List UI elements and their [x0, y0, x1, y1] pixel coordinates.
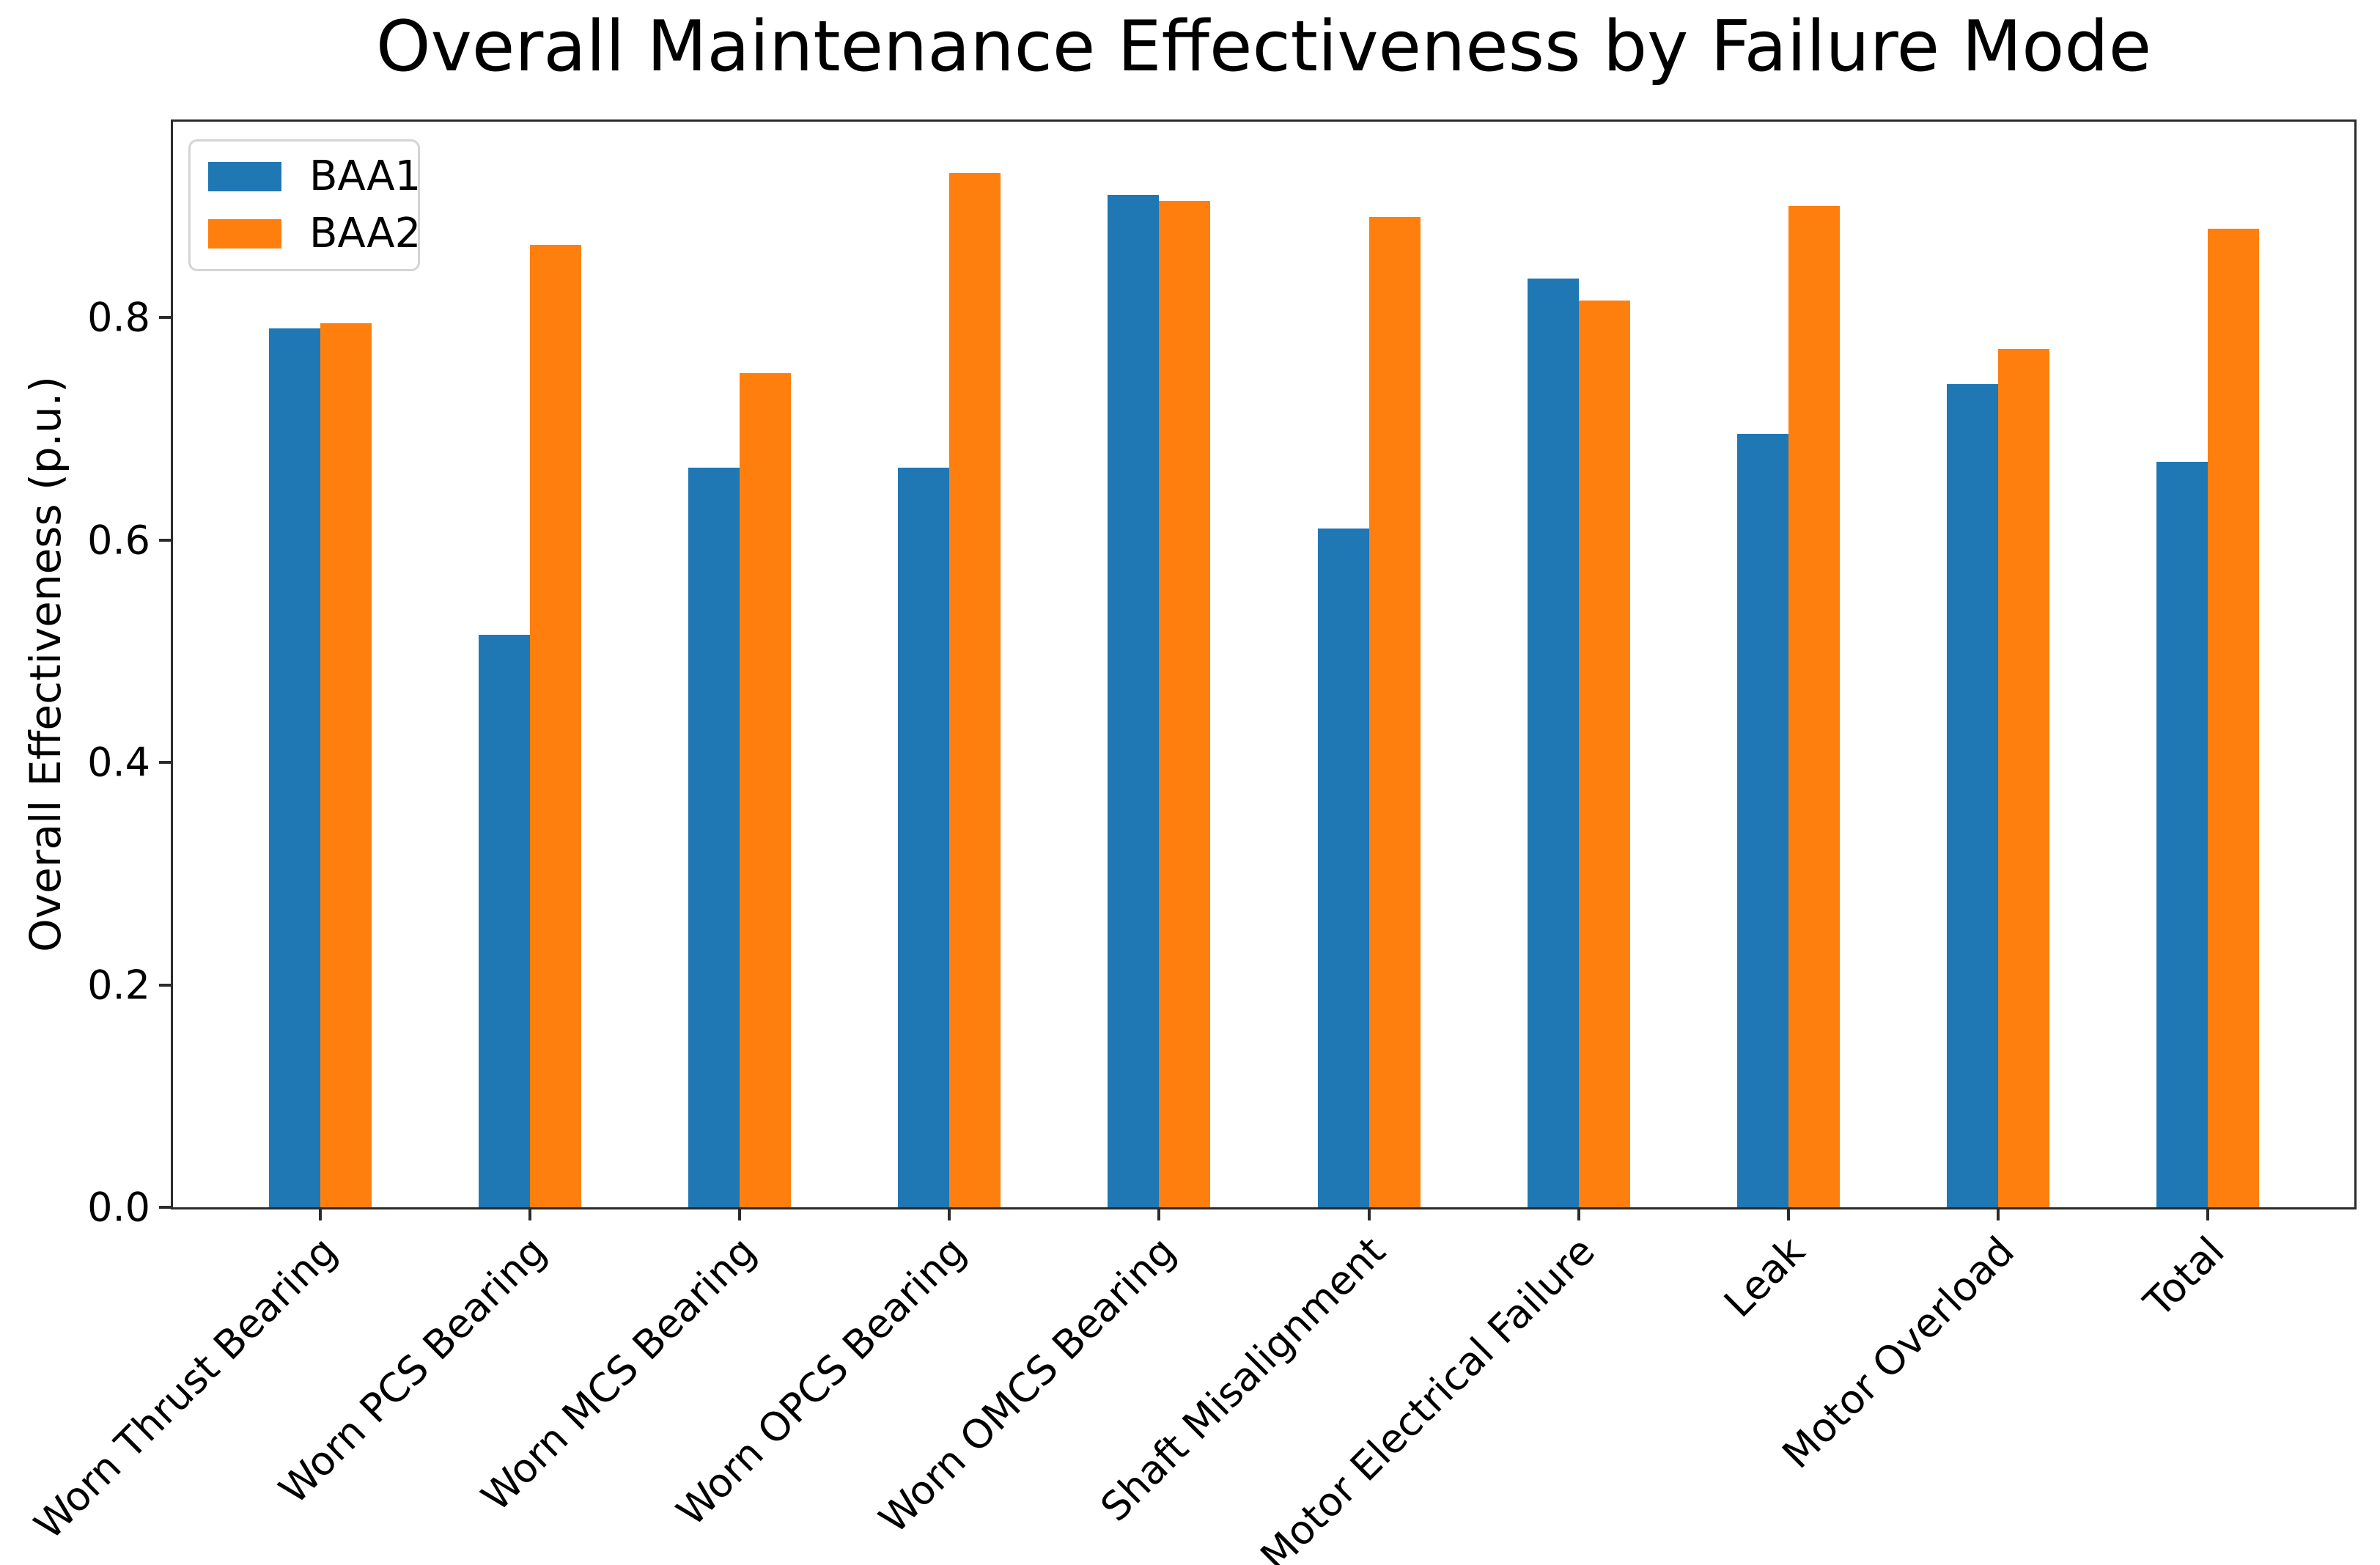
y-tick-label: 0.4 — [87, 739, 150, 786]
y-tick-label: 0.6 — [87, 517, 150, 564]
x-tick-mark — [1577, 1207, 1580, 1220]
legend-label-baa1: BAA1 — [309, 152, 421, 200]
x-tick-mark — [1157, 1207, 1161, 1220]
bar-baa1-worn-pcs-bearing — [479, 635, 531, 1207]
x-tick-label: Leak — [1715, 1228, 1814, 1327]
y-tick-mark — [159, 983, 171, 987]
y-tick-label: 0.2 — [87, 962, 150, 1009]
x-tick-mark — [1786, 1207, 1790, 1220]
y-tick-label: 0.8 — [87, 294, 150, 341]
bar-baa1-worn-omcs-bearing — [1108, 195, 1160, 1207]
y-axis-label: Overall Effectiveness (p.u.) — [21, 376, 70, 952]
bar-baa2-worn-opcs-bearing — [949, 173, 1001, 1207]
legend-label-baa2: BAA2 — [309, 210, 421, 257]
bar-baa2-motor-overload — [1997, 349, 2049, 1207]
x-tick-mark — [948, 1207, 951, 1220]
y-tick-mark — [159, 761, 171, 765]
x-tick-mark — [1996, 1207, 2000, 1220]
bar-baa2-worn-mcs-bearing — [740, 373, 792, 1207]
legend-swatch-baa1 — [208, 162, 281, 191]
bar-baa1-leak — [1736, 434, 1788, 1207]
bar-baa1-worn-thrust-bearing — [269, 328, 320, 1207]
x-tick-label: Total — [2134, 1228, 2233, 1326]
bar-baa1-motor-electrical-failure — [1527, 279, 1579, 1207]
legend-swatch-baa2 — [208, 219, 281, 248]
bar-baa2-total — [2207, 229, 2259, 1207]
legend: BAA1 BAA2 — [188, 139, 421, 271]
x-tick-mark — [2206, 1207, 2209, 1220]
legend-entry-baa1: BAA1 — [208, 156, 421, 197]
bar-baa1-motor-overload — [1946, 384, 1998, 1207]
chart-title: Overall Maintenance Effectiveness by Fai… — [375, 7, 2152, 87]
bar-baa1-total — [2156, 462, 2208, 1207]
x-tick-mark — [319, 1207, 322, 1220]
bar-baa2-worn-pcs-bearing — [530, 245, 582, 1207]
y-tick-mark — [159, 538, 171, 542]
x-tick-mark — [1367, 1207, 1371, 1220]
bar-baa1-worn-mcs-bearing — [688, 468, 740, 1207]
y-tick-mark — [159, 316, 171, 320]
bar-baa2-worn-thrust-bearing — [320, 323, 372, 1207]
y-tick-mark — [159, 1206, 171, 1209]
legend-entry-baa2: BAA2 — [208, 213, 421, 254]
x-tick-label: Motor Electrical Failure — [1251, 1228, 1605, 1565]
bar-baa2-worn-omcs-bearing — [1159, 201, 1211, 1207]
bar-baa1-worn-opcs-bearing — [898, 468, 950, 1207]
bar-baa2-shaft-misalignment — [1368, 217, 1421, 1207]
bar-baa2-motor-electrical-failure — [1578, 301, 1630, 1207]
x-tick-label: Motor Overload — [1773, 1228, 2024, 1478]
bar-baa2-leak — [1788, 206, 1840, 1207]
bar-baa1-shaft-misalignment — [1317, 529, 1369, 1207]
x-tick-mark — [528, 1207, 532, 1220]
y-tick-label: 0.0 — [87, 1184, 150, 1231]
x-tick-mark — [738, 1207, 742, 1220]
